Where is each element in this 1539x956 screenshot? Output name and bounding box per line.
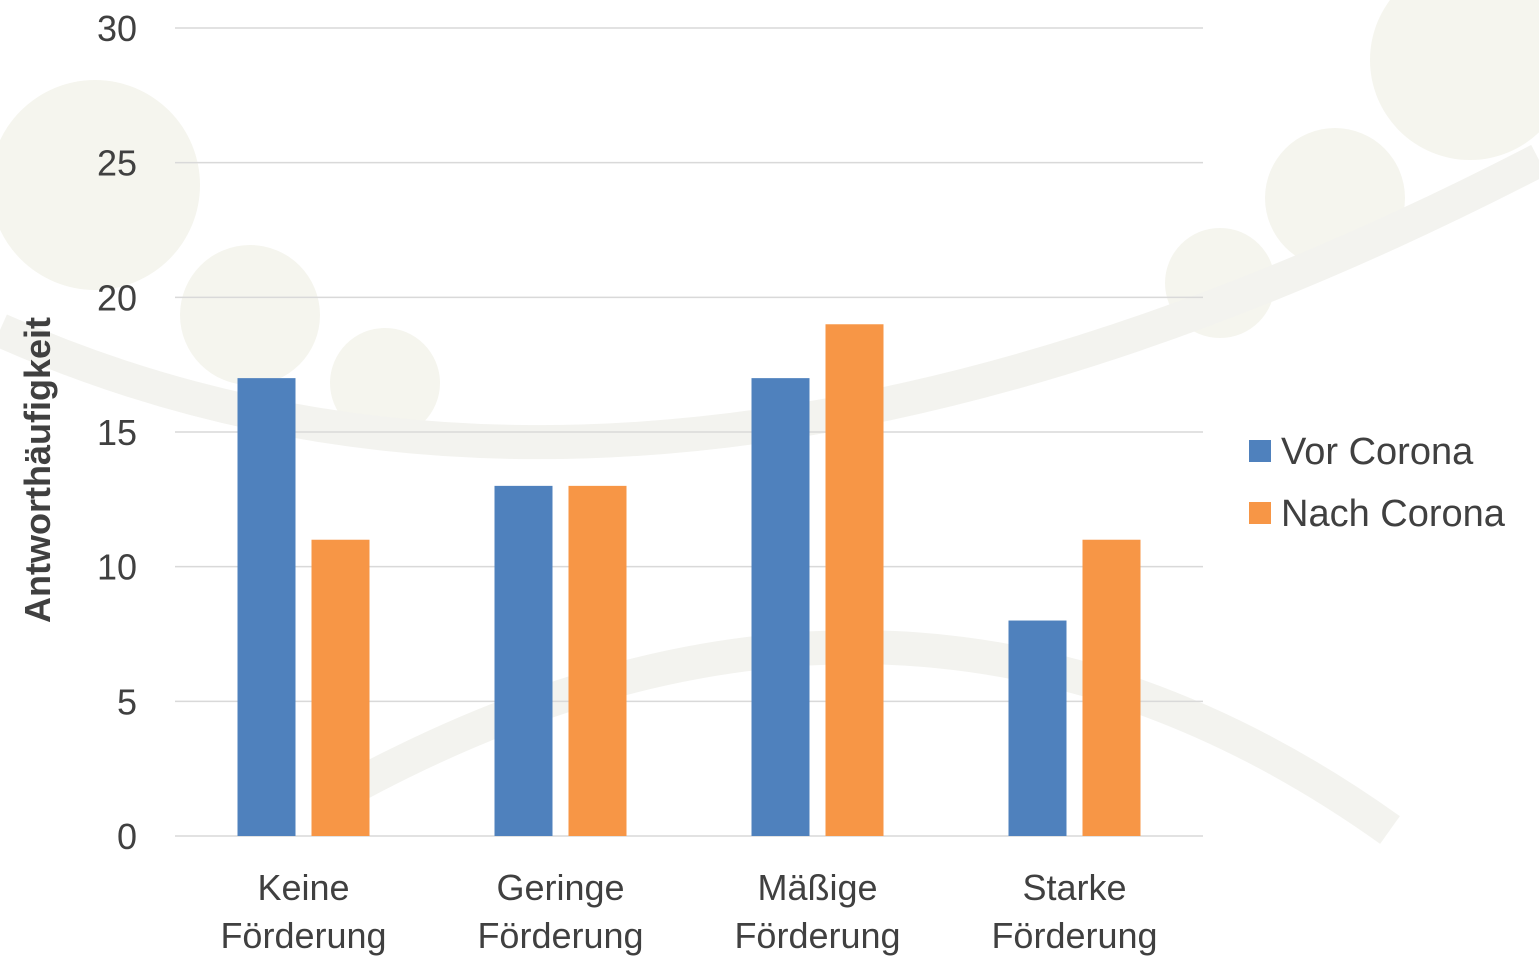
bar [1082,539,1141,836]
y-tick-label: 25 [97,143,137,184]
y-tick-label: 20 [97,277,137,318]
decor-circle [0,80,200,290]
x-category-label: Keine [257,867,349,908]
y-tick-label: 10 [97,547,137,588]
x-category-label: Mäßige [757,867,877,908]
x-category-label: Förderung [734,915,900,956]
decor-circle [1370,0,1539,160]
x-category-label: Geringe [496,867,624,908]
decor-circle [180,245,320,385]
x-category-label: Starke [1022,867,1126,908]
bar [751,378,810,836]
bar [311,539,370,836]
bar [568,485,627,836]
y-tick-label: 5 [117,681,137,722]
x-category-label: Förderung [220,915,386,956]
bar [1008,620,1067,836]
legend-swatch [1249,440,1271,462]
x-category-label: Förderung [477,915,643,956]
y-tick-label: 15 [97,412,137,453]
bar [237,378,296,836]
bars [237,324,1141,836]
legend-swatch [1249,502,1271,524]
x-category-label: Förderung [991,915,1157,956]
y-axis-title: Antworthäufigkeit [17,317,58,623]
legend: Vor Corona Nach Corona [1249,431,1506,535]
y-tick-label: 30 [97,8,137,49]
bar [494,485,553,836]
legend-label: Nach Corona [1281,493,1506,535]
legend-label: Vor Corona [1281,431,1474,473]
x-axis-category-labels: Keine Förderung Geringe Förderung Mäßige Förd… [220,867,1157,956]
y-tick-label: 0 [117,816,137,857]
bar [825,324,884,836]
decor-circle [330,328,440,438]
y-axis-tick-labels: 0 5 10 15 20 25 30 [97,8,137,857]
